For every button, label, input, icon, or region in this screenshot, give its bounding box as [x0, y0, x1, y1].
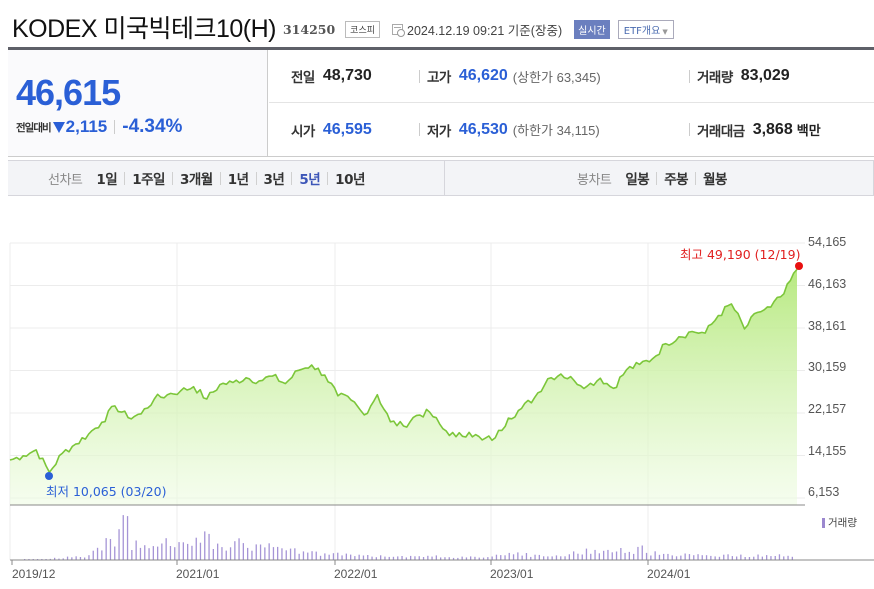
stat-label: 고가	[427, 70, 451, 86]
tab-5y[interactable]: 5년	[299, 172, 321, 188]
divider	[689, 69, 690, 83]
divider	[171, 171, 173, 185]
chart-tabs: 선차트 1일 1주일 3개월 1년 3년 5년 10년 봉차트 일봉 주봉 월봉	[8, 160, 874, 196]
ticker-code: 314250	[282, 21, 336, 37]
stat-low: 저가 46,530 (하한가 34,115)	[419, 120, 600, 140]
etf-title: KODEX 미국빅테크10(H)	[12, 15, 276, 43]
price-area	[10, 269, 797, 505]
price-block: 46,615 전일대비 2,115 -4.34%	[8, 50, 268, 156]
stat-label: 저가	[427, 123, 451, 140]
y-tick: 30,159	[808, 360, 847, 374]
stat-value: 83,029	[740, 67, 790, 84]
stats-grid: 전일 48,730 고가 46,620 (상한가 63,345) 거래량 83,…	[269, 50, 874, 156]
tab-monthly-candle[interactable]: 월봉	[703, 172, 727, 188]
tab-1y[interactable]: 1년	[227, 172, 249, 188]
stat-prev-close: 전일 48,730	[291, 66, 372, 86]
header-divider	[8, 47, 874, 50]
x-tick: 2021/01	[176, 567, 220, 581]
stat-value: 3,868	[752, 120, 793, 138]
stat-label: 거래대금	[697, 123, 745, 140]
stat-value: 46,530	[458, 120, 508, 138]
x-ticks	[11, 560, 649, 565]
stat-volume: 거래량 83,029	[689, 66, 790, 86]
stat-high: 고가 46,620 (상한가 63,345)	[419, 66, 601, 86]
divider	[419, 123, 420, 136]
price-chart[interactable]: 최고 49,190 (12/19) 최저 10,065 (03/20) 54,1…	[0, 205, 874, 589]
etf-overview-label: ETF개요	[623, 25, 661, 37]
stat-value: 46,620	[458, 67, 508, 84]
high-marker	[795, 262, 803, 270]
stat-open: 시가 46,595	[291, 120, 372, 140]
high-annotation: 최고 49,190 (12/19)	[680, 247, 801, 262]
line-chart-caption: 선차트	[48, 172, 83, 188]
y-tick: 46,163	[808, 277, 847, 291]
tab-1w[interactable]: 1주일	[132, 172, 165, 188]
tab-10y[interactable]: 10년	[335, 172, 365, 188]
price-line	[9, 268, 798, 474]
divider	[255, 171, 257, 185]
realtime-button[interactable]: 실시간	[574, 19, 610, 39]
candle-chart-tabs: 봉차트 일봉 주봉 월봉	[445, 161, 874, 195]
change-row: 전일대비 2,115 -4.34%	[16, 116, 182, 138]
y-tick: 6,153	[808, 485, 840, 499]
current-price: 46,615	[16, 72, 121, 113]
change-label: 전일대비	[16, 121, 52, 134]
divider	[327, 171, 329, 185]
stat-unit: 백만	[796, 124, 821, 139]
divider	[219, 171, 221, 185]
change-value: 2,115	[65, 117, 108, 136]
y-tick: 14,155	[808, 444, 847, 458]
stats-row-2: 시가 46,595 저가 46,530 (하한가 34,115) 거래대금 3,…	[269, 103, 874, 156]
volume-bars	[24, 515, 793, 560]
tab-1d[interactable]: 1일	[96, 172, 118, 188]
chevron-down-icon: ▼	[662, 27, 668, 36]
x-tick: 2022/01	[334, 567, 378, 581]
y-tick: 22,157	[808, 402, 847, 416]
divider	[695, 171, 697, 185]
market-badge: 코스피	[345, 20, 381, 38]
quote-panel: 46,615 전일대비 2,115 -4.34% 전일 48,730 고가 46…	[8, 50, 874, 157]
line-chart-tabs: 선차트 1일 1주일 3개월 1년 3년 5년 10년	[8, 161, 445, 195]
divider	[689, 123, 690, 136]
chart-canvas	[9, 242, 874, 565]
change-percent: -4.34%	[122, 116, 183, 137]
stat-label: 시가	[291, 123, 315, 140]
tab-3m[interactable]: 3개월	[179, 172, 213, 188]
volume-swatch-icon	[822, 517, 825, 528]
tab-weekly-candle[interactable]: 주봉	[664, 172, 689, 188]
candle-chart-caption: 봉차트	[577, 172, 612, 188]
divider	[419, 69, 420, 83]
divider	[124, 171, 126, 185]
tab-daily-candle[interactable]: 일봉	[625, 172, 650, 188]
x-tick: 2023/01	[490, 567, 534, 581]
etf-overview-dropdown[interactable]: ETF개요 ▼	[617, 19, 674, 39]
tab-3y[interactable]: 3년	[263, 172, 285, 188]
y-tick: 54,165	[808, 235, 847, 249]
lower-limit: (하한가 34,115)	[512, 123, 600, 138]
x-tick: 2024/01	[647, 567, 691, 581]
volume-legend: 거래량	[822, 515, 857, 530]
title-row: KODEX 미국빅테크10(H) 314250 코스피 2024.12.19 0…	[12, 10, 674, 44]
x-tick: 2019/12	[12, 567, 56, 581]
stat-label: 전일	[291, 70, 315, 86]
timestamp: 2024.12.19 09:21 기준(장중)	[407, 23, 563, 38]
stat-label: 거래량	[697, 70, 733, 86]
down-arrow-icon	[52, 121, 65, 133]
low-annotation: 최저 10,065 (03/20)	[46, 484, 167, 499]
low-marker	[45, 472, 53, 480]
stat-value: 48,730	[322, 67, 372, 84]
calendar-clock-icon	[392, 23, 406, 37]
stats-row-1: 전일 48,730 고가 46,620 (상한가 63,345) 거래량 83,…	[269, 50, 874, 103]
divider	[291, 171, 293, 185]
stat-value: 46,595	[322, 120, 372, 138]
stat-trade-value: 거래대금 3,868 백만	[689, 120, 821, 140]
volume-legend-label: 거래량	[828, 517, 857, 529]
divider	[114, 120, 116, 134]
upper-limit: (상한가 63,345)	[512, 69, 601, 85]
y-tick: 38,161	[808, 319, 847, 333]
divider	[656, 171, 658, 185]
